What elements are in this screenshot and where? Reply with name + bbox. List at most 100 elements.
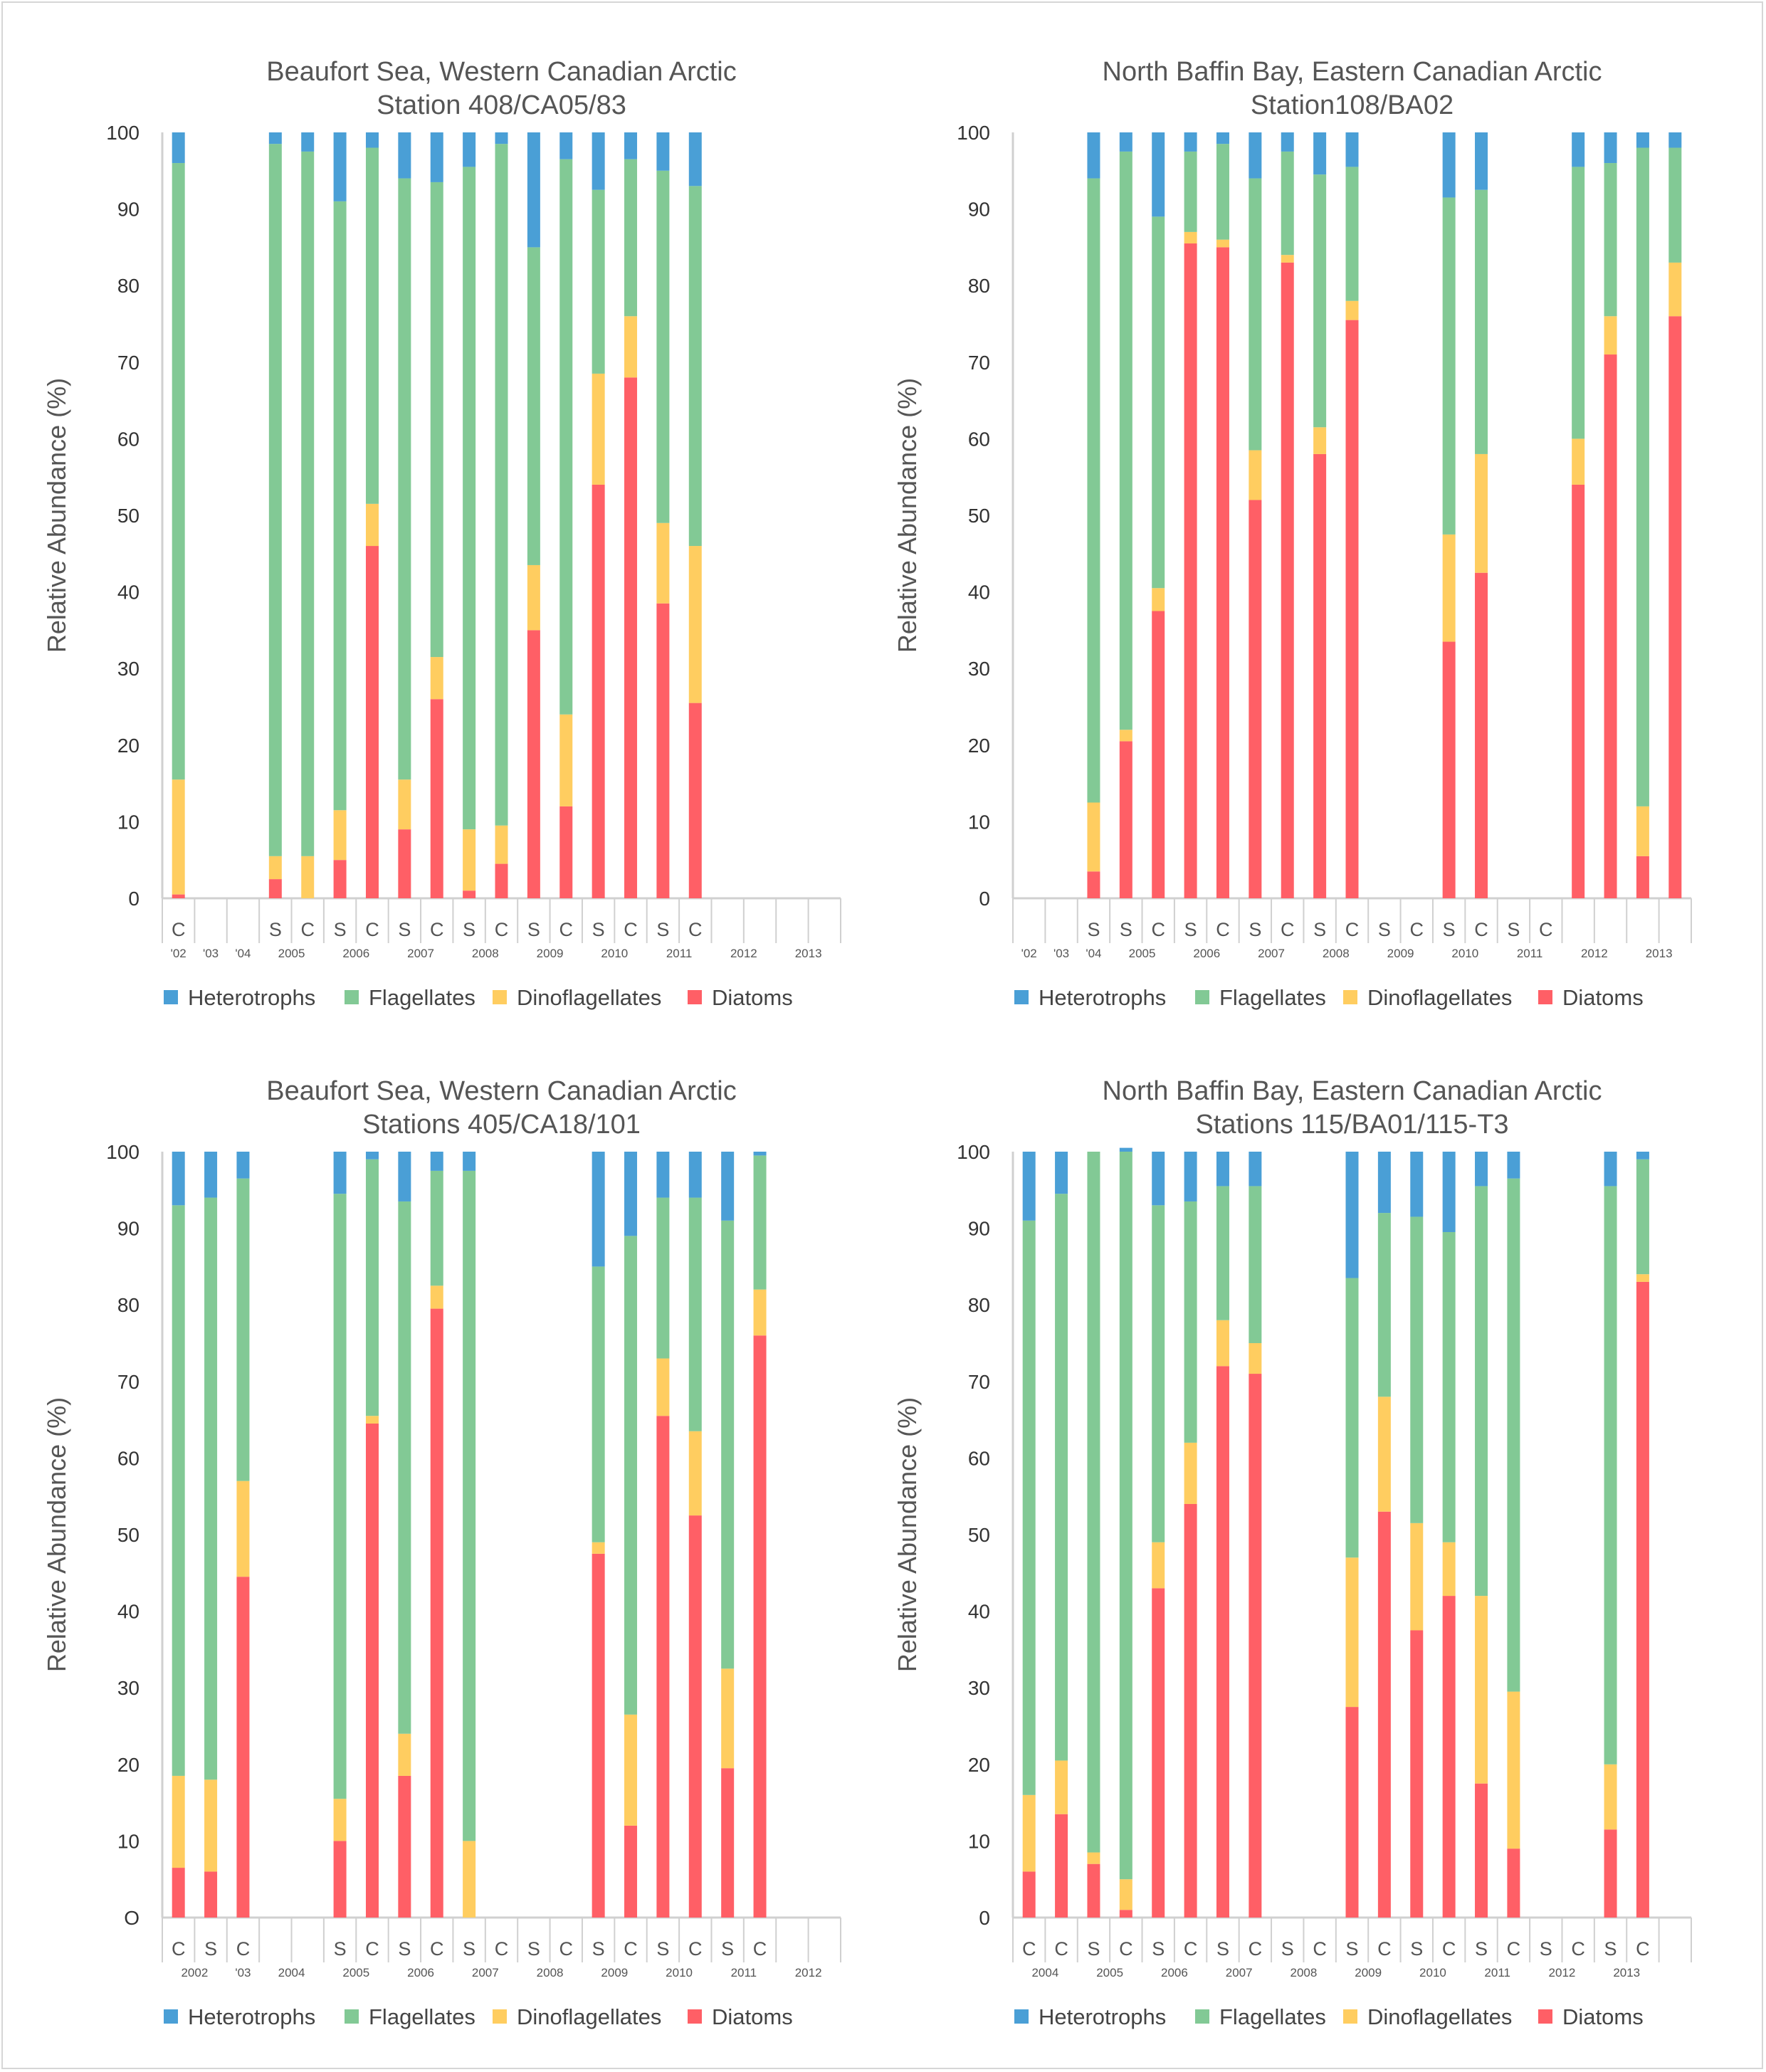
bar-segment-heterotrophs	[1636, 1152, 1649, 1159]
y-tick-label: 20	[117, 735, 140, 757]
bar-segment-diatoms	[172, 1868, 185, 1918]
year-label: 2011	[1484, 1966, 1510, 1979]
y-tick-label: 60	[117, 428, 140, 450]
y-tick-label: 100	[957, 122, 990, 144]
y-tick-label: 40	[968, 582, 990, 604]
bar-segment-diatoms	[624, 1825, 638, 1918]
bar-segment-diatoms	[1572, 484, 1585, 898]
y-tick-label: 40	[117, 582, 140, 604]
category-label: S	[721, 1938, 734, 1960]
bar-segment-dinoflagellates	[1410, 1523, 1424, 1631]
bar-segment-diatoms	[398, 829, 411, 898]
category-label: C	[1216, 919, 1230, 940]
bar-segment-heterotrophs	[333, 132, 347, 201]
bar-segment-dinoflagellates	[204, 1779, 218, 1872]
year-label: 2006	[407, 1966, 434, 1979]
legend-label: Dinoflagellates	[1367, 985, 1512, 1010]
bar-segment-dinoflagellates	[463, 1841, 476, 1918]
bar-segment-flagellates	[1281, 151, 1294, 256]
bar-segment-dinoflagellates	[624, 1714, 638, 1826]
bar-segment-heterotrophs	[624, 1152, 638, 1236]
bar-segment-dinoflagellates	[398, 1733, 411, 1776]
bar-segment-heterotrophs	[1345, 1152, 1359, 1278]
y-tick-label: O	[124, 1907, 140, 1929]
legend-item-heterotrophs: Heterotrophs	[164, 985, 315, 1010]
bar-segment-diatoms	[656, 1416, 670, 1918]
category-label: S	[1345, 1938, 1358, 1960]
legend-swatch	[164, 2009, 178, 2024]
bar-segment-dinoflagellates	[495, 825, 508, 864]
category-label: S	[463, 1938, 475, 1960]
legend-item-dinoflagellates: Dinoflagellates	[493, 985, 661, 1010]
bar-segment-flagellates	[204, 1197, 218, 1780]
category-label: S	[1604, 1938, 1617, 1960]
bar-segment-diatoms	[1087, 1863, 1100, 1918]
bar-segment-dinoflagellates	[333, 810, 347, 861]
legend-swatch	[1538, 2009, 1552, 2024]
bar-segment-heterotrophs	[1184, 132, 1197, 152]
bar-segment-diatoms	[333, 1841, 347, 1918]
legend-label: Flagellates	[1219, 985, 1326, 1010]
bar-segment-dinoflagellates	[172, 779, 185, 895]
legend-label: Diatoms	[712, 2004, 793, 2029]
bar-segment-heterotrophs	[656, 132, 670, 171]
y-tick-label: 70	[968, 352, 990, 374]
bar-segment-heterotrophs	[1313, 132, 1327, 175]
year-label: 2011	[1517, 947, 1543, 960]
bar-segment-heterotrophs	[1087, 132, 1100, 179]
bar-segment-heterotrophs	[365, 1152, 379, 1159]
legend-label: Diatoms	[1562, 985, 1644, 1010]
y-axis-label: Relative Abundance (%)	[42, 1397, 71, 1672]
bar-segment-heterotrophs	[333, 1152, 347, 1194]
legend-swatch	[688, 2009, 702, 2024]
year-label: 2004	[278, 1966, 305, 1979]
category-label: C	[1410, 919, 1424, 940]
category-label: S	[1152, 1938, 1165, 1960]
category-label: S	[1475, 1938, 1488, 1960]
category-label: S	[1540, 1938, 1552, 1960]
bar-segment-diatoms	[624, 377, 638, 898]
bar-segment-heterotrophs	[1249, 1152, 1262, 1187]
bar-segment-diatoms	[688, 1515, 702, 1918]
bar-segment-dinoflagellates	[592, 373, 605, 485]
y-tick-label: 20	[117, 1754, 140, 1776]
category-label: C	[1151, 919, 1165, 940]
bar-segment-dinoflagellates	[1152, 588, 1165, 611]
year-label: '02	[171, 947, 186, 960]
bar-segment-flagellates	[624, 1236, 638, 1715]
y-tick-label: 40	[117, 1601, 140, 1623]
bar-segment-heterotrophs	[592, 132, 605, 190]
legend-item-heterotrophs: Heterotrophs	[1014, 985, 1166, 1010]
bar-segment-dinoflagellates	[1507, 1691, 1520, 1849]
bar-segment-diatoms	[1184, 243, 1197, 898]
y-tick-label: 50	[117, 1524, 140, 1546]
legend-item-dinoflagellates: Dinoflagellates	[493, 2004, 661, 2029]
bar-segment-flagellates	[656, 170, 670, 523]
bar-segment-diatoms	[1119, 1910, 1132, 1918]
year-label: 2005	[278, 947, 305, 960]
bar-segment-dinoflagellates	[1636, 1274, 1649, 1282]
bar-segment-diatoms	[1604, 1829, 1617, 1918]
bar-segment-heterotrophs	[365, 132, 379, 148]
bar-segment-diatoms	[592, 484, 605, 898]
category-label: S	[204, 1938, 217, 1960]
bar-segment-flagellates	[1345, 1278, 1359, 1558]
bar-segment-flagellates	[172, 163, 185, 780]
bar-segment-heterotrophs	[172, 132, 185, 164]
legend-label: Flagellates	[1219, 2004, 1326, 2029]
bar-segment-heterotrophs	[398, 1152, 411, 1201]
bar-segment-heterotrophs	[1636, 132, 1649, 148]
y-tick-label: 0	[128, 888, 140, 910]
bar-segment-flagellates	[1216, 1186, 1229, 1320]
bar-segment-flagellates	[333, 1194, 347, 1799]
bar-segment-heterotrophs	[463, 1152, 476, 1171]
y-tick-label: 40	[968, 1601, 990, 1623]
category-label: C	[1184, 1938, 1198, 1960]
year-label: 2006	[342, 947, 369, 960]
bar-segment-flagellates	[1507, 1178, 1520, 1692]
bar-segment-dinoflagellates	[1087, 802, 1100, 872]
bar-segment-flagellates	[1377, 1213, 1391, 1397]
bar-segment-flagellates	[1087, 1152, 1100, 1853]
bar-segment-diatoms	[365, 546, 379, 898]
